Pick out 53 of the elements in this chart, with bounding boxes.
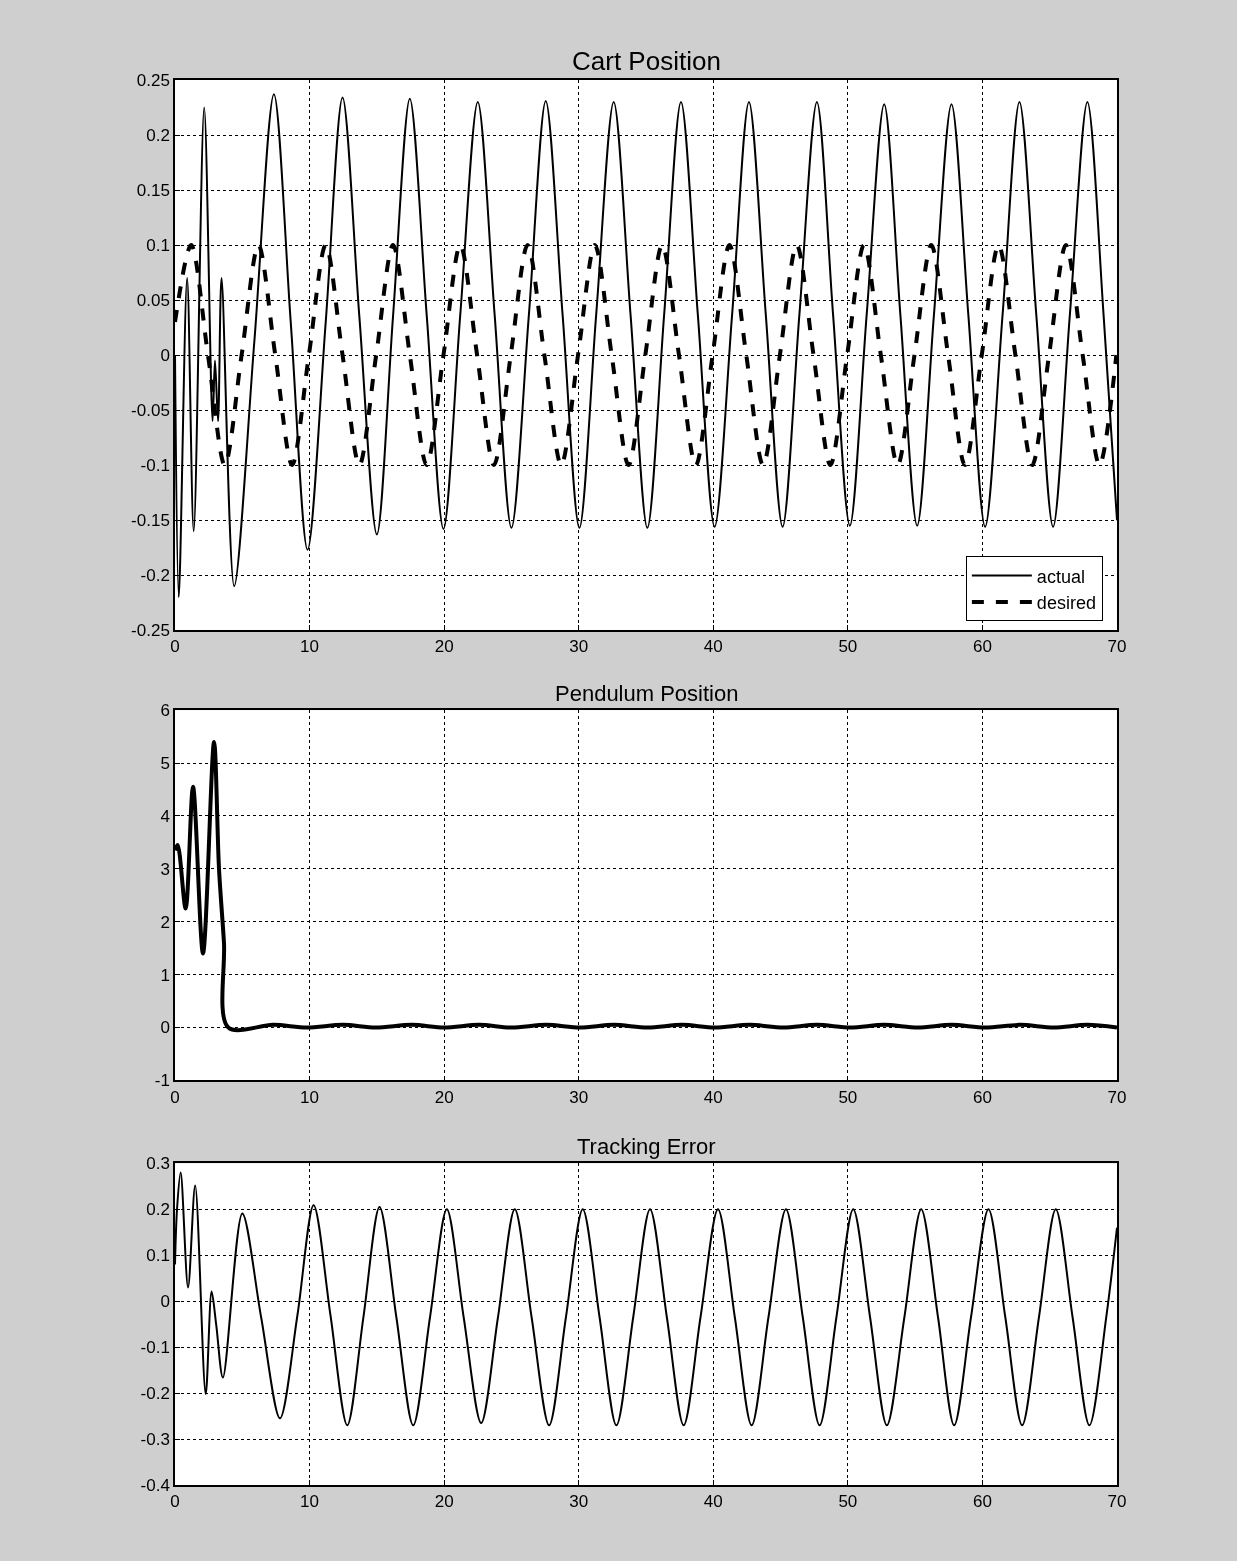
y-tick-label: -0.4	[140, 1475, 170, 1495]
x-tick-label: 70	[1107, 637, 1127, 657]
y-tick-label: 0.25	[136, 70, 170, 90]
y-tick-label: -0.05	[131, 401, 170, 421]
y-tick-label: 5	[160, 753, 170, 773]
x-tick-label: 20	[434, 637, 454, 657]
y-tick-label: 0.1	[146, 1246, 170, 1266]
y-tick-label: -0.15	[131, 511, 170, 531]
y-tick-label: 2	[160, 912, 170, 932]
x-tick-label: 50	[838, 1492, 858, 1512]
x-tick-label: 30	[569, 637, 589, 657]
y-tick-label: -1	[154, 1071, 170, 1091]
y-tick-label: 6	[160, 701, 170, 721]
legend-label: actual	[1036, 566, 1085, 587]
y-tick-label: -0.1	[140, 456, 170, 476]
y-tick-label: 0	[160, 346, 170, 366]
x-tick-label: 40	[703, 1492, 723, 1512]
y-tick-label: 0.2	[146, 125, 170, 145]
x-tick-label: 10	[300, 637, 320, 657]
x-tick-label: 10	[300, 1492, 320, 1512]
y-tick-label: 0.3	[146, 1154, 170, 1174]
y-tick-label: 0	[160, 1292, 170, 1312]
y-tick-label: -0.3	[140, 1430, 170, 1449]
y-tick-label: -0.2	[140, 1384, 170, 1404]
y-tick-label: 3	[160, 859, 170, 879]
x-tick-label: 20	[434, 1087, 454, 1107]
y-tick-label: -0.2	[140, 566, 170, 586]
x-tick-label: 40	[703, 637, 723, 657]
y-tick-label: 0.1	[146, 235, 170, 255]
y-tick-label: 0.15	[136, 180, 170, 200]
x-tick-label: 50	[838, 1087, 858, 1107]
x-tick-label: 40	[703, 1087, 723, 1107]
chart-title: Cart Position	[572, 46, 721, 76]
x-tick-label: 30	[569, 1087, 589, 1107]
x-tick-label: 50	[838, 637, 858, 657]
x-tick-label: 10	[300, 1087, 320, 1107]
y-tick-label: 4	[160, 806, 170, 826]
x-tick-label: 30	[569, 1492, 589, 1512]
x-tick-label: 70	[1107, 1492, 1127, 1512]
y-tick-label: 0	[160, 1018, 170, 1038]
legend-label: desired	[1036, 592, 1096, 613]
y-tick-label: 0.05	[136, 291, 170, 311]
x-tick-label: 60	[972, 1492, 992, 1512]
y-tick-label: -0.1	[140, 1338, 170, 1358]
y-tick-label: -0.25	[131, 621, 170, 641]
x-tick-label: 20	[434, 1492, 454, 1512]
y-tick-label: 0.2	[146, 1200, 170, 1220]
y-tick-label: 1	[160, 965, 170, 985]
x-tick-label: 60	[972, 1087, 992, 1107]
chart-title: Tracking Error	[577, 1134, 716, 1159]
chart-title: Pendulum Position	[555, 681, 739, 706]
x-tick-label: 60	[972, 637, 992, 657]
x-tick-label: 70	[1107, 1087, 1127, 1107]
